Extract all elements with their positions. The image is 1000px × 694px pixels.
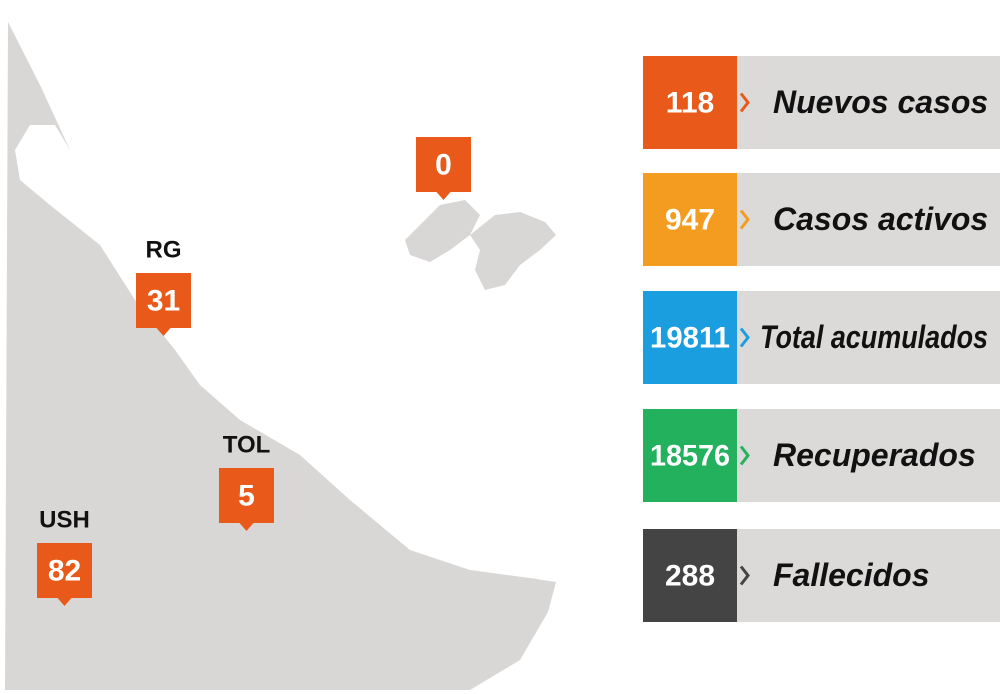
place-label: USH bbox=[39, 506, 90, 533]
chevron bbox=[739, 327, 750, 348]
stat-box bbox=[643, 409, 737, 502]
marker-pointer bbox=[57, 598, 72, 606]
stat-box bbox=[643, 291, 737, 384]
marker-value: 31 bbox=[147, 284, 180, 317]
place-label: TOL bbox=[223, 431, 271, 458]
stat-box bbox=[643, 529, 737, 622]
stat-value: 19811 bbox=[650, 321, 730, 354]
falklands bbox=[405, 200, 556, 290]
marker-value: 5 bbox=[238, 479, 255, 512]
stat-value: 288 bbox=[665, 559, 715, 592]
stat-bar bbox=[737, 529, 1000, 622]
stat-bar bbox=[737, 56, 1000, 149]
marker-box bbox=[37, 543, 92, 598]
stat-value: 947 bbox=[665, 203, 715, 236]
marker-value: 0 bbox=[435, 148, 452, 181]
stat-box bbox=[643, 173, 737, 266]
chevron bbox=[739, 445, 750, 466]
stat-label: Nuevos casos bbox=[773, 84, 988, 120]
marker-pointer bbox=[239, 523, 254, 531]
marker-pointer bbox=[156, 328, 171, 336]
marker-box bbox=[219, 468, 274, 523]
stat-value: 118 bbox=[666, 86, 714, 119]
stat-box bbox=[643, 56, 737, 149]
chevron bbox=[739, 209, 750, 230]
stat-value: 18576 bbox=[650, 439, 730, 472]
stat-bar bbox=[737, 173, 1000, 266]
place-label: RG bbox=[146, 236, 182, 263]
marker-value: 82 bbox=[48, 554, 81, 587]
stat-label: Recuperados bbox=[773, 437, 976, 473]
stat-label: Casos activos bbox=[773, 201, 988, 237]
marker-box bbox=[136, 273, 191, 328]
stat-label: Fallecidos bbox=[773, 557, 930, 593]
chevron bbox=[739, 92, 750, 113]
stat-bar bbox=[737, 409, 1000, 502]
chevron bbox=[739, 565, 750, 586]
stat-bar bbox=[737, 291, 1000, 384]
marker-box bbox=[416, 137, 471, 192]
marker-pointer bbox=[436, 192, 451, 200]
stat-label: Total acumulados bbox=[760, 319, 988, 355]
map-mainland bbox=[5, 22, 556, 690]
